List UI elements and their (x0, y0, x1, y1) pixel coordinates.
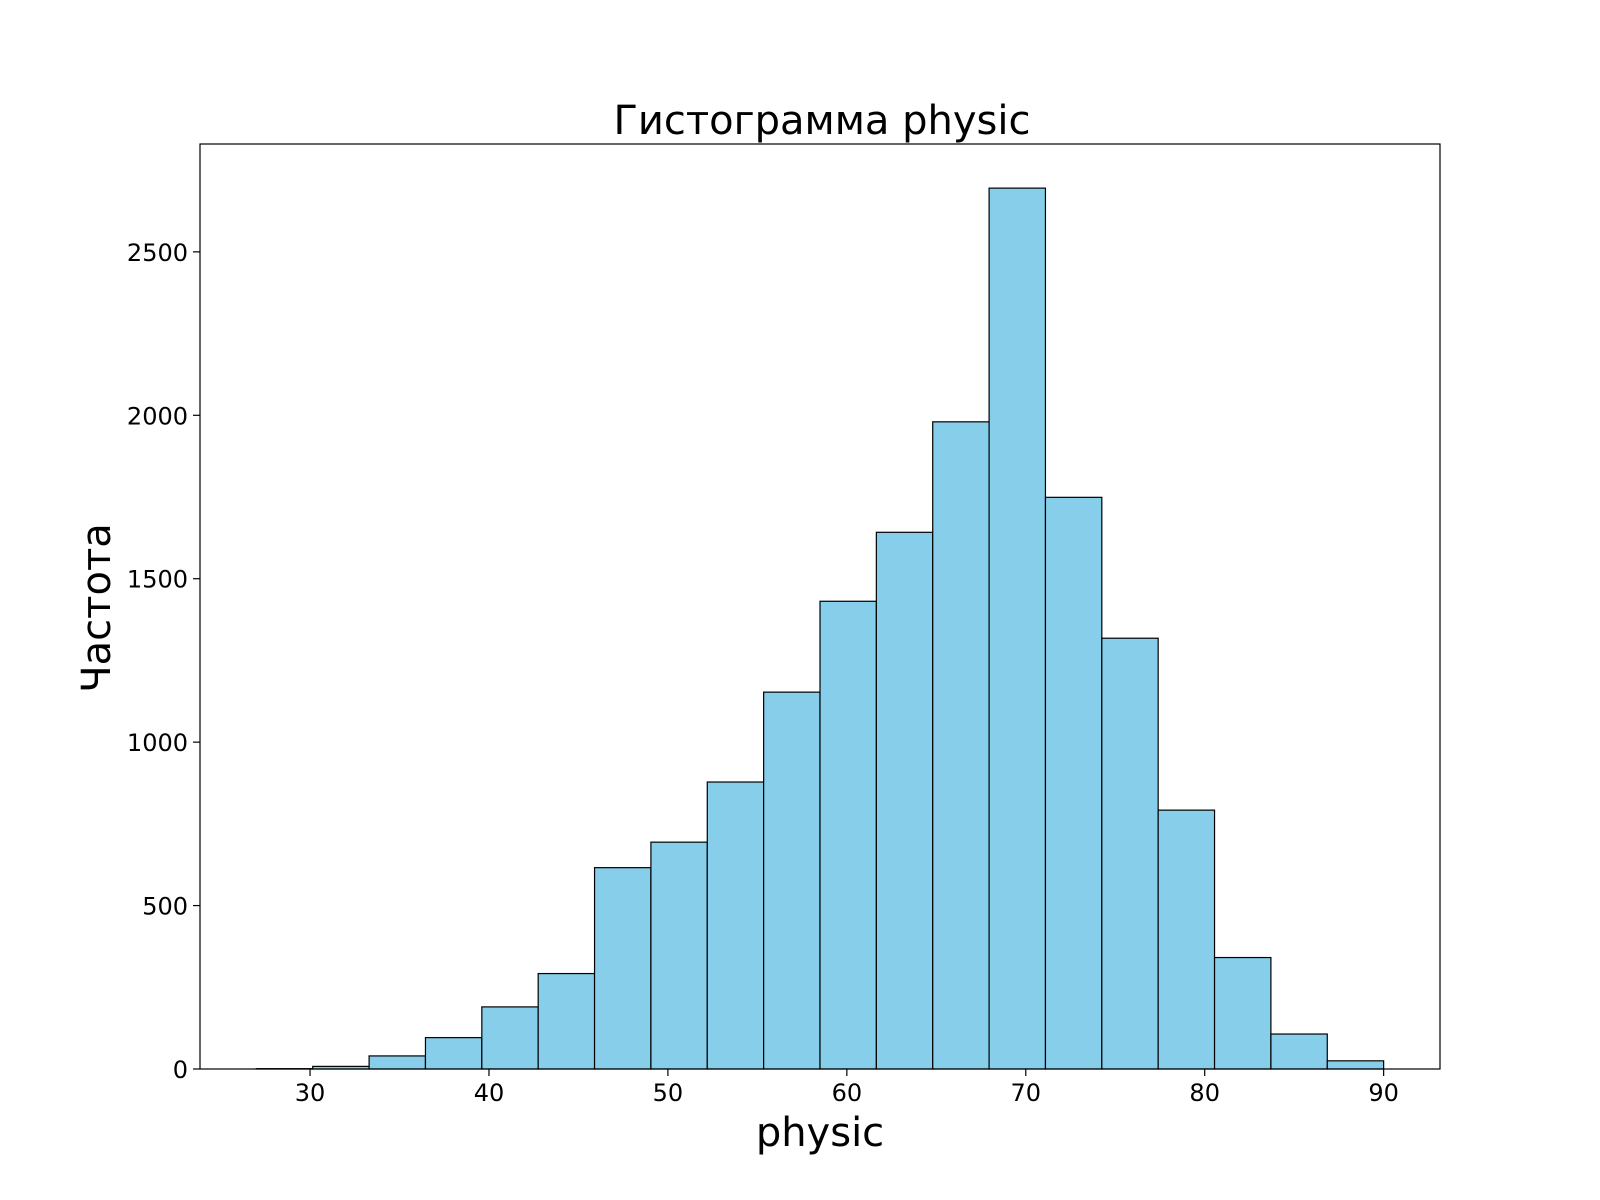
histogram-bar (988, 187, 1047, 1070)
histogram-bar (481, 1006, 539, 1070)
histogram-bar (368, 1055, 427, 1070)
histogram-bar (593, 867, 652, 1070)
bars-group (255, 187, 1385, 1070)
x-axis-ticks: 30 40 50 60 70 80 90 (295, 1069, 1399, 1107)
histogram-bar (424, 1037, 483, 1070)
x-tick-label: 50 (653, 1079, 684, 1107)
x-tick-label: 40 (474, 1079, 505, 1107)
y-tick-label: 1000 (127, 729, 188, 757)
y-tick-label: 2500 (127, 239, 188, 267)
x-axis-label: physic (756, 1110, 884, 1156)
y-tick-label: 2000 (127, 402, 188, 430)
plot-frame (199, 143, 1441, 1070)
histogram-bar (1213, 956, 1272, 1070)
y-tick-label: 500 (142, 893, 188, 921)
histogram-bar (537, 972, 596, 1070)
x-tick-label: 30 (295, 1079, 326, 1107)
histogram-bar (932, 421, 990, 1070)
y-axis-ticks: 0 500 1000 1500 2000 2500 (127, 239, 200, 1084)
x-tick-label: 90 (1368, 1079, 1399, 1107)
x-tick-label: 80 (1189, 1079, 1220, 1107)
x-tick-label: 60 (832, 1079, 863, 1107)
x-tick-label: 70 (1010, 1079, 1041, 1107)
histogram-bar (1270, 1033, 1328, 1070)
y-axis-label: Частота (74, 523, 120, 693)
histogram-bar (763, 691, 821, 1070)
histogram-bar (819, 600, 877, 1070)
y-tick-label: 1500 (127, 566, 188, 594)
histogram-bar (1101, 637, 1159, 1070)
chart-title: Гистограмма physic (613, 98, 1030, 144)
histogram-bar (706, 781, 765, 1070)
histogram-bar (650, 841, 708, 1070)
histogram-bar (1326, 1060, 1385, 1070)
histogram-bar (1044, 496, 1103, 1070)
histogram-bar (875, 531, 934, 1070)
y-tick-label: 0 (173, 1056, 188, 1084)
histogram-bar (1157, 809, 1216, 1070)
